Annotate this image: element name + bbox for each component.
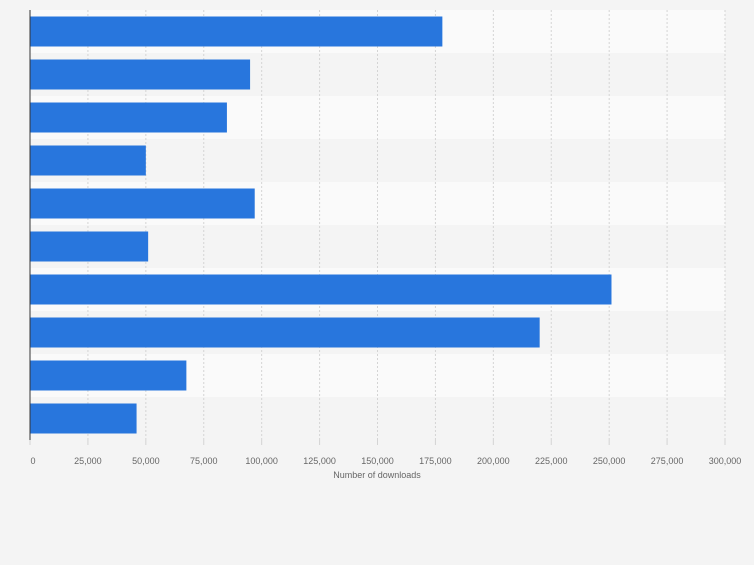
bar <box>30 403 137 434</box>
bar <box>30 274 612 305</box>
x-tick-label: 75,000 <box>190 456 218 466</box>
x-tick-labels: 0 25,000 50,000 75,000 100,000 125,000 150,000… <box>29 440 742 466</box>
x-tick-label: 225,000 <box>535 456 568 466</box>
bar <box>30 360 187 391</box>
x-tick-label: 300,000 <box>709 456 742 466</box>
bar <box>30 145 146 176</box>
bar <box>30 59 251 90</box>
bar <box>30 188 255 219</box>
x-tick-label: 250,000 <box>593 456 626 466</box>
x-tick-label: 50,000 <box>132 456 160 466</box>
bar <box>30 102 227 133</box>
bars <box>30 16 612 434</box>
x-tick-label: 150,000 <box>361 456 394 466</box>
x-tick-label: 25,000 <box>74 456 102 466</box>
x-tick-label: 200,000 <box>477 456 510 466</box>
bar <box>30 317 540 348</box>
x-tick-label: 100,000 <box>245 456 278 466</box>
x-axis-label: Number of downloads <box>333 470 421 480</box>
bar <box>30 16 443 47</box>
x-tick-label: 125,000 <box>303 456 336 466</box>
x-tick-label: 0 <box>30 456 35 466</box>
x-tick-label: 275,000 <box>651 456 684 466</box>
bar <box>30 231 149 262</box>
x-tick-label: 175,000 <box>419 456 452 466</box>
